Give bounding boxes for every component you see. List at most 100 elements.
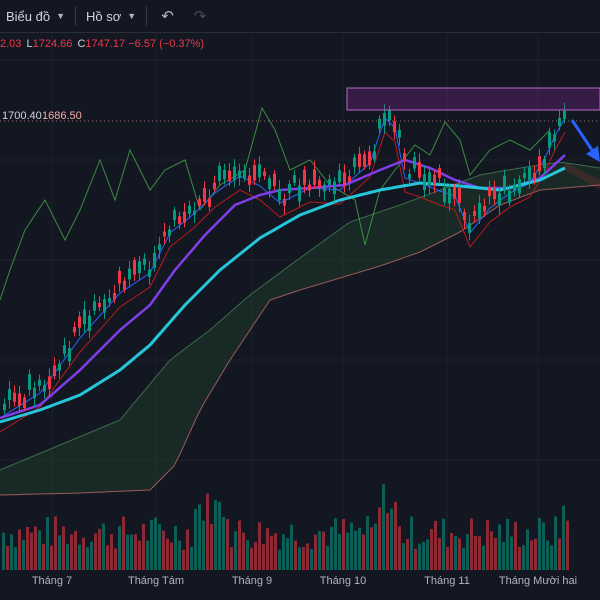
volume-bar — [466, 534, 469, 570]
volume-bar — [362, 534, 365, 570]
candle-body — [488, 187, 491, 197]
candle-body — [363, 154, 366, 167]
candle-body — [18, 393, 21, 406]
volume-bar — [194, 509, 197, 570]
volume-bar — [138, 540, 141, 570]
candle-body — [13, 392, 16, 402]
volume-bar — [458, 538, 461, 570]
candle-body — [473, 211, 476, 216]
volume-bar — [2, 532, 5, 570]
volume-bar — [282, 534, 285, 570]
candle-body — [163, 231, 166, 237]
volume-bar — [142, 523, 145, 570]
lagging-span — [0, 106, 551, 301]
candle-body — [483, 205, 486, 212]
cloud-area — [0, 162, 600, 496]
volume-bar — [166, 538, 169, 570]
resistance-box — [346, 87, 600, 111]
volume-bar — [426, 539, 429, 570]
candle-body — [118, 270, 121, 284]
price-chart[interactable] — [0, 0, 600, 570]
candle-body — [548, 132, 551, 148]
candle-body — [168, 229, 171, 236]
candle-body — [443, 187, 446, 202]
volume-bar — [202, 520, 205, 570]
volume-bar — [38, 530, 41, 570]
candle-body — [158, 244, 161, 250]
candle-body — [308, 184, 311, 191]
candle-body — [528, 167, 531, 181]
volume-bar — [446, 547, 449, 570]
time-axis-label: Tháng 10 — [319, 575, 367, 587]
undo-icon[interactable]: ↶ — [161, 8, 174, 25]
candle-body — [338, 170, 341, 183]
volume-bar — [322, 531, 325, 570]
volume-bar — [430, 529, 433, 570]
volume-bar — [402, 542, 405, 570]
volume-bar — [462, 547, 465, 570]
volume-bar — [34, 526, 37, 570]
candle-body — [393, 121, 396, 133]
chart-menu-button[interactable]: Biểu đồ ▼ — [0, 0, 71, 32]
volume-bar — [494, 537, 497, 570]
profile-menu-button[interactable]: Hồ sơ ▼ — [80, 0, 142, 32]
volume-bar — [130, 534, 133, 570]
candle-body — [503, 175, 506, 191]
volume-bar — [90, 541, 93, 570]
candle-body — [403, 153, 406, 162]
candle-body — [238, 170, 241, 178]
close-value: 1747.17 — [85, 38, 126, 50]
volume-bar — [502, 541, 505, 570]
redo-icon[interactable]: ↷ — [193, 8, 207, 25]
candle-body — [208, 198, 211, 208]
candle-body — [103, 299, 106, 313]
candle-body — [278, 188, 281, 201]
candle-body — [28, 374, 31, 390]
volume-bar — [230, 547, 233, 570]
forecast-cloud — [565, 162, 600, 190]
candle-body — [243, 170, 246, 179]
volume-bar — [358, 527, 361, 570]
annotations — [346, 87, 600, 190]
candle-body — [218, 165, 221, 181]
volume-bar — [394, 501, 397, 570]
low-key: L — [26, 38, 33, 50]
volume-bar — [318, 531, 321, 570]
candle-body — [508, 190, 511, 203]
candle-body — [223, 169, 226, 180]
candle-body — [68, 348, 71, 362]
price-label-right-value: 1686.50 — [42, 110, 82, 122]
volume-bar — [418, 543, 421, 570]
volume-bar — [270, 535, 273, 570]
ohlc-legend: 2.03 L1724.66 C1747.17 −6.57 (−0.37%) — [0, 38, 204, 50]
volume-bar — [214, 500, 217, 570]
volume-bar — [82, 537, 85, 570]
volume-bar — [62, 526, 65, 570]
candle-body — [138, 261, 141, 274]
base-line — [0, 131, 566, 433]
volume-bar — [486, 520, 489, 570]
candle-body — [123, 280, 126, 290]
volume-bar — [438, 537, 441, 570]
volume-bar — [562, 505, 565, 570]
volume-bar — [46, 517, 49, 570]
volume-bar — [530, 540, 533, 570]
candle-body — [143, 258, 146, 265]
volume-bar — [110, 534, 113, 570]
volume-bar — [246, 540, 249, 570]
candle-body — [493, 187, 496, 200]
volume-bar — [98, 528, 101, 570]
volume-bar — [478, 536, 481, 570]
profile-menu-label: Hồ sơ — [86, 8, 122, 24]
candle-body — [8, 389, 11, 400]
volume-bar — [470, 518, 473, 570]
top-toolbar: Biểu đồ ▼ Hồ sơ ▼ ↶ ↷ — [0, 0, 600, 33]
candle-body — [33, 387, 36, 399]
volume-bar — [514, 521, 517, 570]
candle-body — [188, 205, 191, 215]
volume-bar — [162, 530, 165, 570]
price-label-right: 1686.50 — [42, 110, 82, 122]
candle-body — [233, 166, 236, 180]
candle-body — [328, 179, 331, 186]
